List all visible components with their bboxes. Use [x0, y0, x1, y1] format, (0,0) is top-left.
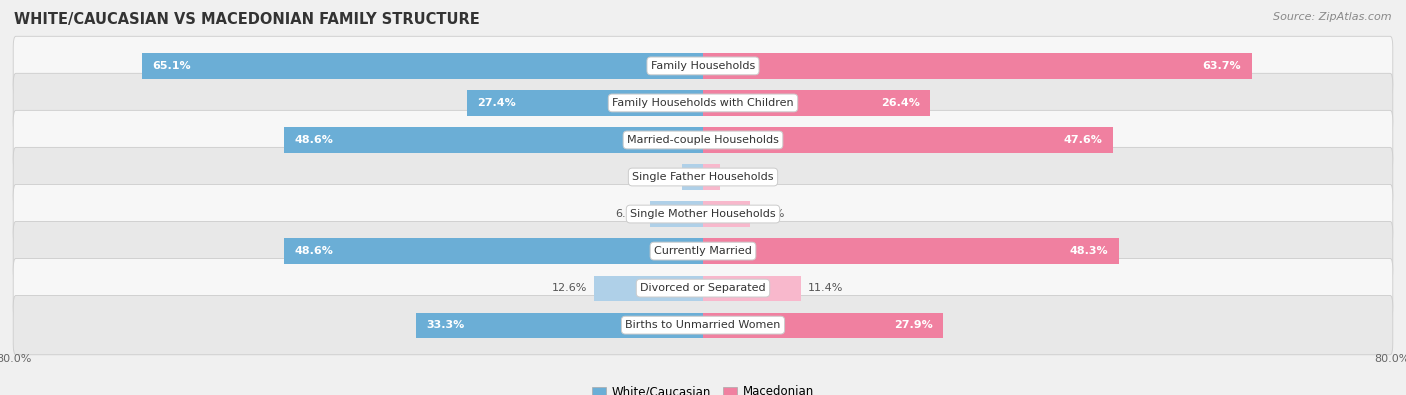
FancyBboxPatch shape [13, 295, 1393, 355]
Bar [703, 201, 749, 227]
Text: Family Households with Children: Family Households with Children [612, 98, 794, 108]
Bar [703, 53, 1251, 79]
Text: Divorced or Separated: Divorced or Separated [640, 283, 766, 293]
Text: 6.1%: 6.1% [616, 209, 644, 219]
FancyBboxPatch shape [13, 73, 1393, 133]
Text: 2.0%: 2.0% [727, 172, 755, 182]
Bar [703, 90, 931, 116]
FancyBboxPatch shape [13, 184, 1393, 244]
Text: Family Households: Family Households [651, 61, 755, 71]
Text: 48.3%: 48.3% [1070, 246, 1108, 256]
Bar [703, 239, 1119, 264]
Legend: White/Caucasian, Macedonian: White/Caucasian, Macedonian [586, 380, 820, 395]
Bar [703, 127, 1114, 152]
Text: Single Father Households: Single Father Households [633, 172, 773, 182]
Text: Births to Unmarried Women: Births to Unmarried Women [626, 320, 780, 330]
Text: 63.7%: 63.7% [1202, 61, 1241, 71]
Bar [467, 90, 703, 116]
FancyBboxPatch shape [13, 222, 1393, 281]
Bar [284, 239, 703, 264]
Text: 48.6%: 48.6% [295, 135, 333, 145]
Text: 33.3%: 33.3% [426, 320, 465, 330]
Text: 27.9%: 27.9% [894, 320, 934, 330]
Bar [284, 127, 703, 152]
Text: 65.1%: 65.1% [153, 61, 191, 71]
FancyBboxPatch shape [13, 258, 1393, 318]
Bar [682, 164, 703, 190]
FancyBboxPatch shape [13, 110, 1393, 169]
Bar [703, 164, 720, 190]
Text: 11.4%: 11.4% [808, 283, 844, 293]
Text: 12.6%: 12.6% [553, 283, 588, 293]
Text: 47.6%: 47.6% [1064, 135, 1102, 145]
Text: 48.6%: 48.6% [295, 246, 333, 256]
Bar [142, 53, 703, 79]
Text: WHITE/CAUCASIAN VS MACEDONIAN FAMILY STRUCTURE: WHITE/CAUCASIAN VS MACEDONIAN FAMILY STR… [14, 12, 479, 27]
Bar [703, 312, 943, 338]
Bar [595, 276, 703, 301]
Bar [651, 201, 703, 227]
Text: Single Mother Households: Single Mother Households [630, 209, 776, 219]
FancyBboxPatch shape [13, 36, 1393, 96]
Bar [416, 312, 703, 338]
Text: 26.4%: 26.4% [882, 98, 920, 108]
Text: Currently Married: Currently Married [654, 246, 752, 256]
Text: 2.4%: 2.4% [647, 172, 675, 182]
FancyBboxPatch shape [13, 147, 1393, 207]
Text: Source: ZipAtlas.com: Source: ZipAtlas.com [1274, 12, 1392, 22]
Text: 5.4%: 5.4% [756, 209, 785, 219]
Bar [703, 276, 801, 301]
Text: Married-couple Households: Married-couple Households [627, 135, 779, 145]
Text: 27.4%: 27.4% [478, 98, 516, 108]
